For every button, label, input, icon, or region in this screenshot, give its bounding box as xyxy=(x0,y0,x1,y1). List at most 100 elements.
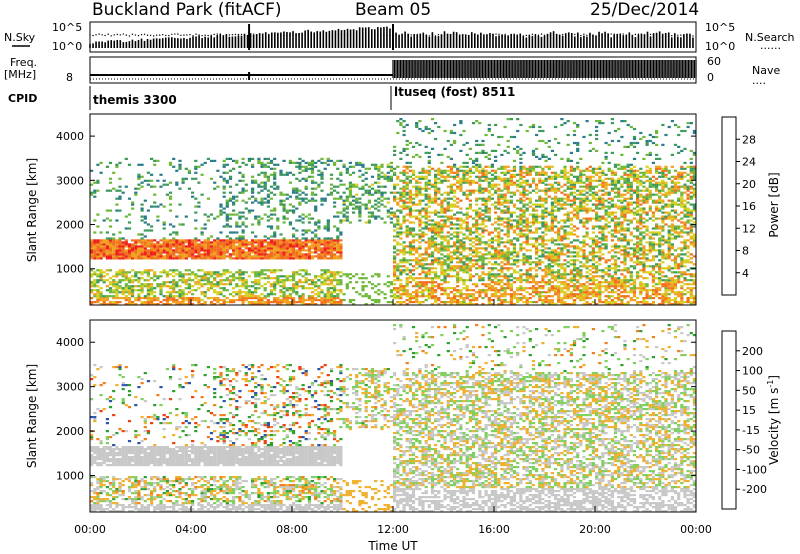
heatmap-cell xyxy=(421,257,425,260)
heatmap-cell xyxy=(506,145,510,148)
heatmap-cell xyxy=(137,233,141,236)
heatmap-cell xyxy=(112,291,116,294)
nsearch-dot xyxy=(262,34,264,36)
heatmap-cell xyxy=(421,263,425,266)
heatmap-cell xyxy=(453,245,457,248)
heatmap-cell xyxy=(490,281,494,284)
nsearch-dot xyxy=(410,34,412,36)
heatmap-cell xyxy=(93,293,97,296)
heatmap-cell xyxy=(503,195,507,198)
heatmap-cell xyxy=(99,171,103,174)
heatmap-cell xyxy=(269,225,274,228)
heatmap-cell xyxy=(462,241,466,244)
nsearch-dot xyxy=(610,33,612,35)
heatmap-cell xyxy=(301,275,305,278)
heatmap-cell xyxy=(225,241,229,244)
heatmap-cell xyxy=(396,227,400,230)
heatmap-cell xyxy=(339,159,343,162)
heatmap-cell xyxy=(257,191,261,194)
heatmap-cell xyxy=(512,271,517,274)
heatmap-cell xyxy=(462,267,466,270)
heatmap-cell xyxy=(222,159,226,162)
heatmap-cell xyxy=(165,183,169,186)
heatmap-cell xyxy=(216,285,220,288)
heatmap-cell xyxy=(257,297,261,300)
heatmap-cell xyxy=(168,223,173,226)
heatmap-cell xyxy=(298,179,302,182)
heatmap-cell xyxy=(254,279,258,282)
heatmap-cell xyxy=(222,247,226,250)
nsearch-dot xyxy=(198,34,200,36)
heatmap-cell xyxy=(228,275,233,278)
heatmap-cell xyxy=(522,225,526,228)
heatmap-cell xyxy=(475,151,479,154)
heatmap-cell xyxy=(374,217,378,220)
heatmap-cell xyxy=(162,247,166,250)
heatmap-cell xyxy=(266,215,270,218)
heatmap-cell xyxy=(355,207,359,210)
heatmap-cell xyxy=(238,271,242,274)
heatmap-cell xyxy=(292,279,296,282)
heatmap-cell xyxy=(500,167,504,170)
heatmap-cell xyxy=(251,293,255,296)
heatmap-cell xyxy=(96,289,100,292)
heatmap-cell xyxy=(206,237,210,240)
heatmap-cell xyxy=(228,279,233,282)
heatmap-cell xyxy=(336,301,340,304)
heatmap-cell xyxy=(251,231,255,234)
heatmap-cell xyxy=(108,277,113,280)
heatmap-cell xyxy=(178,303,182,306)
heatmap-cell xyxy=(446,239,450,242)
heatmap-cell xyxy=(497,215,501,218)
heatmap-cell xyxy=(415,122,419,125)
heatmap-cell xyxy=(143,239,147,242)
heatmap-cell xyxy=(512,135,517,139)
heatmap-cell xyxy=(506,209,510,212)
heatmap-cell xyxy=(497,239,501,242)
heatmap-cell xyxy=(468,243,472,246)
heatmap-cell xyxy=(434,243,438,246)
heatmap-cell xyxy=(213,277,217,280)
heatmap-cell xyxy=(440,267,444,270)
heatmap-cell xyxy=(525,189,529,192)
heatmap-cell xyxy=(225,249,229,252)
heatmap-cell xyxy=(437,233,441,236)
heatmap-cell xyxy=(260,257,264,260)
heatmap-cell xyxy=(434,277,438,280)
nsearch-dot xyxy=(334,33,337,36)
heatmap-cell xyxy=(459,251,463,254)
heatmap-cell xyxy=(150,291,154,294)
heatmap-cell xyxy=(292,249,296,252)
heatmap-cell xyxy=(310,191,315,194)
heatmap-cell xyxy=(194,273,198,276)
heatmap-cell xyxy=(348,301,352,304)
heatmap-cell xyxy=(512,191,517,194)
heatmap-cell xyxy=(197,243,201,246)
heatmap-cell xyxy=(247,285,251,288)
heatmap-cell xyxy=(273,193,277,196)
heatmap-cell xyxy=(434,281,438,284)
heatmap-cell xyxy=(465,297,469,300)
heatmap-cell xyxy=(402,285,406,288)
heatmap-cell xyxy=(127,301,132,304)
heatmap-cell xyxy=(512,277,517,280)
heatmap-cell xyxy=(528,273,532,276)
heatmap-cell xyxy=(108,247,113,250)
heatmap-cell xyxy=(459,169,463,172)
heatmap-cell xyxy=(484,189,488,192)
heatmap-cell xyxy=(105,231,109,234)
heatmap-cell xyxy=(358,215,362,218)
heatmap-cell xyxy=(273,231,277,234)
heatmap-cell xyxy=(446,203,450,206)
heatmap-cell xyxy=(273,213,277,216)
heatmap-cell xyxy=(279,257,283,260)
heatmap-cell xyxy=(118,297,122,300)
heatmap-cell xyxy=(405,251,409,254)
heatmap-cell xyxy=(380,199,384,202)
heatmap-cell xyxy=(282,215,286,218)
heatmap-cell xyxy=(456,255,460,258)
heatmap-cell xyxy=(506,277,510,280)
heatmap-cell xyxy=(475,303,479,306)
heatmap-cell xyxy=(238,289,242,292)
